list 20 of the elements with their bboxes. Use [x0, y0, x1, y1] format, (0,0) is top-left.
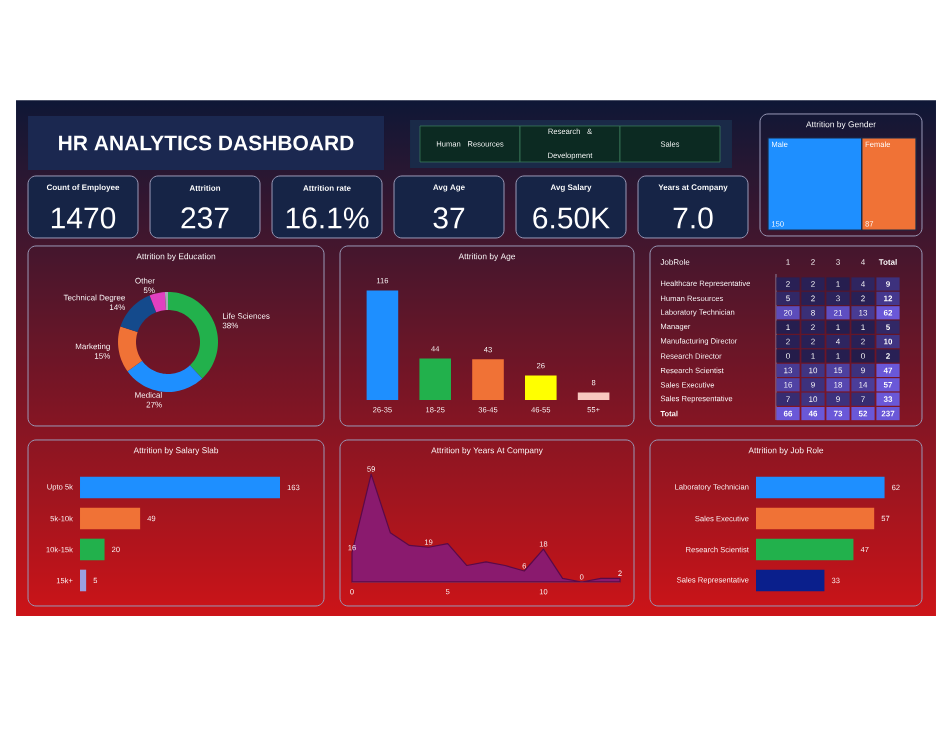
bar	[80, 507, 141, 530]
bar	[756, 507, 875, 530]
data-label: 7.0	[673, 207, 713, 229]
text: HR ANALYTICS DASHBOARD	[59, 135, 354, 151]
bar	[525, 375, 557, 400]
bar	[577, 392, 610, 400]
bar	[756, 476, 885, 499]
bar	[80, 476, 281, 499]
data-label: 237	[181, 207, 229, 229]
bar	[756, 538, 854, 561]
bar	[80, 569, 87, 592]
bar	[80, 538, 105, 561]
bar	[472, 359, 504, 400]
data-label: 16.1%	[286, 207, 369, 229]
bar	[366, 290, 399, 400]
bar	[756, 569, 825, 592]
data-label: 1470	[51, 207, 116, 229]
data-label: 6.50K	[533, 207, 610, 229]
data-label: 37	[433, 207, 465, 229]
bar	[419, 358, 452, 400]
